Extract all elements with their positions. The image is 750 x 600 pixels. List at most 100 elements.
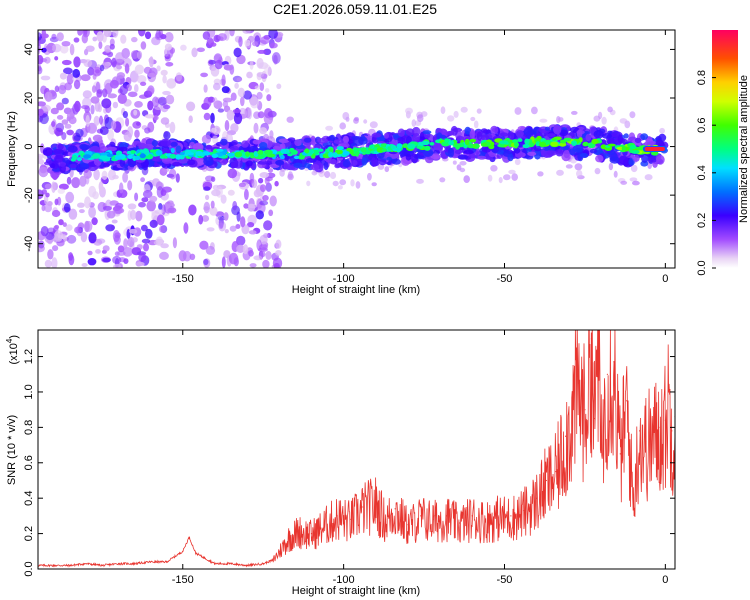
spectral-blob	[69, 43, 75, 56]
spectral-blob	[136, 50, 143, 60]
spectrogram-y-tick-label: 20	[23, 92, 35, 104]
spectral-blob	[217, 33, 227, 42]
spectral-blob	[629, 177, 638, 182]
spectral-blob	[329, 171, 337, 180]
spectral-blob	[342, 159, 351, 168]
spectral-blob	[99, 64, 105, 72]
spectral-blob	[230, 92, 237, 101]
spectral-blob	[463, 149, 474, 155]
spectral-blob	[52, 148, 64, 154]
spectral-blob	[119, 158, 126, 168]
spectral-blob	[38, 240, 45, 249]
snr-x-tick-label: -150	[172, 574, 194, 586]
spectral-blob	[203, 206, 210, 211]
spectral-blob	[101, 170, 108, 180]
spectral-blob	[248, 230, 257, 235]
spectral-blob	[147, 72, 156, 78]
spectral-blob	[58, 84, 67, 95]
spectral-blob	[52, 245, 59, 252]
spectral-core	[129, 150, 137, 154]
spectral-blob	[168, 202, 175, 208]
spectral-blob	[262, 195, 269, 201]
spectral-blob	[571, 110, 578, 115]
spectral-blob	[145, 228, 153, 239]
snr-x-tick-label: -50	[497, 574, 513, 586]
spectral-blob	[144, 31, 152, 40]
spectral-blob	[259, 142, 268, 149]
colorbar-gradient	[712, 30, 738, 268]
spectral-blob	[123, 131, 132, 142]
spectral-blob	[92, 36, 98, 42]
spectral-blob	[546, 150, 557, 156]
spectral-blob	[205, 175, 214, 182]
spectral-blob	[41, 47, 47, 53]
snr-point	[619, 453, 621, 455]
spectral-blob	[88, 206, 96, 218]
spectral-blob	[241, 140, 249, 148]
spectral-blob	[123, 258, 129, 264]
spectral-blob	[440, 106, 446, 114]
spectral-core	[234, 151, 242, 158]
spectral-core	[416, 145, 424, 149]
snr-point	[166, 561, 168, 563]
spectral-blob	[175, 72, 183, 82]
spectral-blob	[131, 237, 138, 243]
spectral-blob	[201, 215, 210, 222]
spectral-blob	[88, 232, 97, 244]
spectral-blob	[613, 170, 618, 178]
spectral-blob	[294, 139, 302, 147]
spectral-blob	[73, 56, 81, 68]
snr-point	[53, 564, 55, 567]
spectral-blob	[208, 59, 216, 65]
spectral-blob	[228, 252, 239, 265]
spectral-blob	[656, 154, 665, 165]
spectral-blob	[306, 180, 311, 187]
spectral-blob	[247, 107, 252, 120]
snr-point	[664, 419, 666, 421]
spectral-core	[289, 147, 295, 153]
spectral-core	[396, 147, 401, 153]
spectral-blob	[122, 172, 128, 183]
spectral-core	[465, 139, 470, 146]
spectral-blob	[209, 206, 218, 216]
spectral-blob	[153, 115, 159, 121]
spectral-blob	[511, 173, 518, 181]
spectral-blob	[236, 77, 243, 82]
spectral-blob	[64, 82, 72, 91]
spectral-blob	[311, 170, 318, 176]
spectral-blob	[118, 146, 128, 152]
snr-point	[101, 564, 103, 567]
spectral-blob	[102, 245, 110, 252]
svg-text:(x104): (x104)	[5, 335, 20, 365]
spectral-blob	[116, 250, 126, 256]
spectral-blob	[63, 67, 73, 75]
spectral-blob	[332, 180, 339, 187]
spectrogram-y-axis-label: Frequency (Hz)	[6, 111, 18, 187]
spectral-core	[329, 148, 334, 152]
spectral-blob	[51, 43, 62, 53]
snr-point	[384, 518, 387, 521]
spectral-blob	[138, 252, 147, 262]
spectral-blob	[77, 30, 83, 36]
spectral-blob	[203, 84, 208, 93]
spectral-blob	[166, 78, 177, 89]
spectral-core	[591, 138, 599, 145]
spectral-blob	[102, 257, 111, 263]
spectral-blob	[248, 250, 254, 257]
spectral-blob	[279, 169, 285, 177]
spectrogram-y-tick-label: 0	[23, 144, 35, 150]
spectral-blob	[553, 125, 562, 135]
spectral-blob	[98, 181, 104, 192]
spectral-core	[187, 152, 194, 156]
spectral-blob	[574, 163, 583, 171]
spectral-blob	[196, 47, 205, 53]
spectral-blob	[619, 118, 628, 124]
spectral-blob	[255, 210, 264, 220]
spectral-core	[514, 141, 519, 148]
spectral-core	[317, 148, 324, 152]
spectral-blob	[87, 258, 97, 266]
spectral-blob	[156, 214, 165, 226]
snr-x-ticks: -150 -100 -50 0	[172, 330, 668, 586]
spectral-blob	[480, 134, 490, 141]
